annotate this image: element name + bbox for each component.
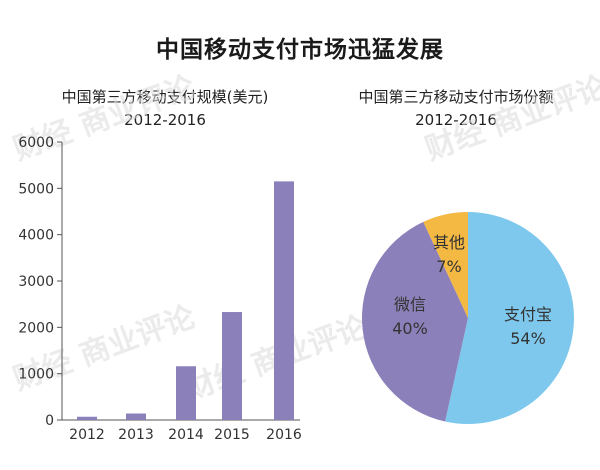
- y-tick-label: 3000: [18, 274, 54, 290]
- bar: [274, 181, 294, 420]
- x-tick-label: 2016: [266, 427, 302, 443]
- bar: [77, 416, 97, 420]
- y-tick-label: 5000: [18, 181, 54, 197]
- pie-chart-title-block: 中国第三方移动支付市场份额 2012-2016: [312, 86, 600, 132]
- bar: [126, 413, 146, 420]
- bar-chart-subtitle: 2012-2016: [124, 111, 206, 129]
- watermark-text: 财经 商业评论: [9, 69, 201, 167]
- watermark-text: 财经 商业评论: [9, 299, 201, 397]
- pie-slice: [445, 212, 574, 424]
- pie-chart-subtitle: 2012-2016: [415, 111, 497, 129]
- pie-slice-label: 支付宝: [504, 305, 552, 324]
- pie-slice-label: 其他: [433, 233, 465, 252]
- x-tick-label: 2013: [118, 427, 154, 443]
- y-tick-label: 4000: [18, 228, 54, 244]
- x-tick-label: 2015: [214, 427, 250, 443]
- bar: [222, 312, 242, 420]
- pie-chart: 支付宝 54% 微信 40% 其他 7%: [361, 212, 574, 424]
- pie-slice-value: 7%: [436, 257, 461, 276]
- bar-chart: 0 1000 2000 3000 4000 5000 6000 2012 2013 2014 201…: [18, 135, 302, 443]
- pie-slice-value: 40%: [392, 319, 428, 338]
- pie-slice: [361, 221, 468, 422]
- bar-chart-title: 中国第三方移动支付规模(美元): [61, 88, 269, 106]
- pie-slice: [423, 212, 468, 318]
- pie-slice-label: 微信: [394, 295, 426, 314]
- watermark-text: 财经 商业评论: [421, 69, 600, 167]
- bar: [176, 366, 196, 420]
- y-tick-label: 6000: [18, 135, 54, 151]
- y-tick-label: 2000: [18, 320, 54, 336]
- y-tick-label: 0: [45, 413, 54, 429]
- pie-slice-value: 54%: [510, 329, 546, 348]
- y-tick-label: 1000: [18, 367, 54, 383]
- bar-chart-title-block: 中国第三方移动支付规模(美元) 2012-2016: [0, 86, 330, 132]
- page-title: 中国移动支付市场迅猛发展: [156, 37, 444, 63]
- x-tick-label: 2012: [69, 427, 105, 443]
- pie-chart-title: 中国第三方移动支付市场份额: [358, 88, 554, 106]
- x-tick-label: 2014: [168, 427, 204, 443]
